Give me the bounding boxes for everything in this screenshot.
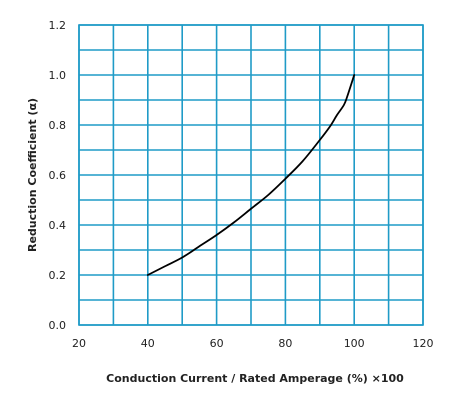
- x-tick-label: 100: [344, 337, 365, 350]
- y-tick-label: 0.2: [49, 269, 67, 282]
- x-tick-label: 60: [210, 337, 224, 350]
- x-tick-label: 40: [141, 337, 155, 350]
- y-axis-tick-labels: 0.0 0.2 0.4 0.6 0.8 1.0 1.2: [49, 19, 67, 332]
- y-tick-label: 0.6: [49, 169, 67, 182]
- x-tick-label: 120: [413, 337, 434, 350]
- plot-area-border: [78, 24, 424, 326]
- y-tick-label: 0.8: [49, 119, 67, 132]
- y-axis-title: Reduction Coefficient (α): [26, 98, 39, 252]
- y-tick-label: 1.0: [49, 69, 67, 82]
- y-tick-label: 0.4: [49, 219, 67, 232]
- y-tick-label: 0.0: [49, 319, 67, 332]
- x-axis-title: Conduction Current / Rated Amperage (%) …: [106, 372, 404, 385]
- grid-lines: [78, 24, 424, 326]
- x-tick-label: 20: [72, 337, 86, 350]
- y-tick-label: 1.2: [49, 19, 67, 32]
- series-line: [146, 74, 356, 276]
- x-tick-label: 80: [278, 337, 292, 350]
- x-axis-tick-labels: 20 40 60 80 100 120: [72, 337, 434, 350]
